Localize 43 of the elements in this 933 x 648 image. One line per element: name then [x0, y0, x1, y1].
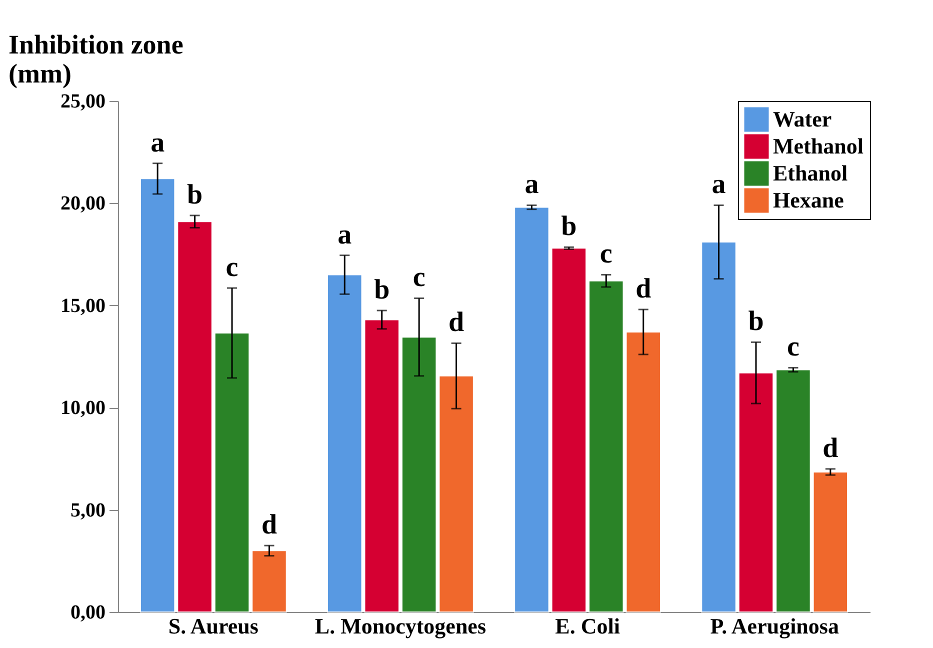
bar: [140, 178, 176, 612]
bar: [401, 336, 437, 612]
legend-label: Hexane: [773, 188, 844, 212]
data-label: d: [822, 432, 839, 464]
data-label: c: [412, 262, 426, 294]
bar: [177, 221, 212, 612]
data-label: a: [712, 169, 726, 200]
data-label: a: [150, 127, 165, 158]
data-label: d: [636, 273, 652, 304]
data-label: a: [338, 219, 352, 250]
y-tick-label: 10,00: [60, 397, 106, 420]
x-tick-label: S. Aureus: [168, 614, 259, 638]
data-label: c: [600, 238, 612, 270]
bar: [214, 332, 250, 612]
data-label: b: [561, 211, 577, 242]
y-axis-title: Inhibition zone (mm): [8, 30, 184, 88]
legend-label: Methanol: [773, 134, 864, 158]
data-label: b: [748, 306, 764, 338]
data-label: d: [261, 510, 278, 541]
data-label: c: [226, 252, 238, 284]
y-tick-label: 25,00: [60, 90, 106, 112]
bar: [514, 206, 550, 612]
data-label: c: [786, 332, 800, 363]
data-label: a: [524, 169, 539, 200]
bar: [252, 550, 287, 612]
legend-label: Ethanol: [773, 160, 848, 186]
y-tick-label: 5,00: [70, 499, 106, 522]
data-label: d: [448, 307, 465, 338]
bar: [738, 372, 774, 612]
x-tick-label: L. Monocytogenes: [314, 614, 486, 638]
legend-label: Water: [773, 106, 832, 132]
bar: [776, 369, 811, 612]
x-tick-label: P. Aeruginosa: [710, 614, 839, 638]
data-label: b: [187, 179, 203, 210]
bar: [551, 248, 587, 612]
data-label: b: [374, 274, 390, 306]
y-tick-label: 0,00: [70, 602, 106, 624]
y-tick-label: 15,00: [60, 294, 106, 317]
y-tick-label: 20,00: [60, 192, 106, 215]
bar: [438, 375, 474, 612]
bar: [812, 471, 848, 612]
bar: [701, 242, 736, 612]
x-tick-label: E. Coli: [555, 614, 620, 638]
